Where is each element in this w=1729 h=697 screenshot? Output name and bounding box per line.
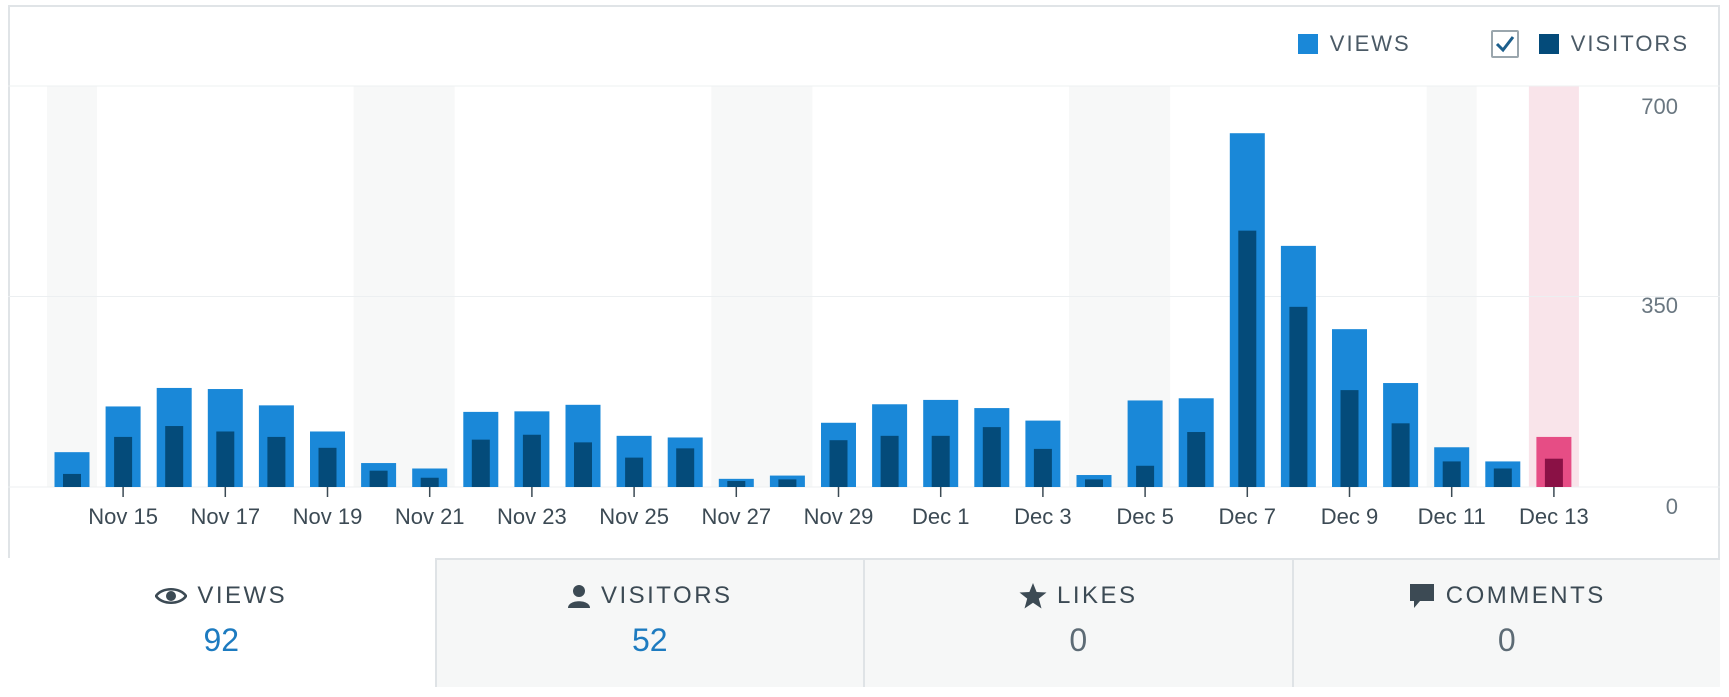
visitors-bar[interactable] [1544, 458, 1563, 487]
tab-visitors-label-row: VISITORS [567, 582, 733, 610]
tab-views-label-row: VIEWS [155, 582, 287, 610]
x-tick-label: Nov 25 [599, 504, 669, 529]
visitors-bar[interactable] [420, 477, 439, 487]
visitors-bar[interactable] [1085, 479, 1103, 487]
legend-views-label: VIEWS [1329, 31, 1411, 56]
chart-legend: VIEWS VISITORS [1297, 30, 1689, 58]
visitors-bar[interactable] [318, 447, 337, 487]
visitors-bar[interactable] [727, 481, 746, 487]
tab-comments-label: COMMENTS [1445, 582, 1606, 609]
tab-likes-label: LIKES [1056, 582, 1138, 609]
x-tick-label: Dec 11 [1418, 504, 1486, 529]
visitors-bar[interactable] [369, 470, 388, 487]
y-tick-label: 350 [1641, 293, 1678, 318]
tab-views-value: 92 [203, 622, 240, 658]
visitors-bar[interactable] [267, 436, 286, 487]
visitors-bar[interactable] [574, 442, 592, 487]
legend-visitors-label: VISITORS [1570, 31, 1689, 56]
checkmark-icon [1495, 36, 1514, 53]
x-tick-label: Dec 1 [912, 504, 969, 529]
visitors-bar[interactable] [165, 426, 184, 487]
x-tick-label: Nov 27 [701, 504, 771, 529]
visitors-checkbox[interactable] [1490, 30, 1519, 58]
visitors-bar[interactable] [625, 457, 644, 487]
x-tick-label: Nov 23 [497, 504, 567, 529]
x-tick-label: Nov 29 [804, 504, 874, 529]
weekend-band [47, 86, 97, 487]
tab-visitors-value: 52 [631, 622, 668, 658]
tab-visitors[interactable]: VISITORS 52 [434, 558, 863, 687]
visitors-bar[interactable] [982, 427, 1001, 487]
tab-visitors-label: VISITORS [600, 582, 733, 609]
selected-day-band [1528, 86, 1579, 487]
visitors-bar[interactable] [1340, 390, 1359, 487]
x-tick-label: Dec 13 [1519, 504, 1589, 529]
weekend-band [1426, 86, 1477, 487]
visitors-bar[interactable] [880, 435, 899, 487]
visitors-bar[interactable] [1442, 461, 1461, 487]
visitors-bar[interactable] [1187, 432, 1206, 487]
visitors-bar[interactable] [829, 440, 848, 487]
legend-visitors-swatch [1538, 34, 1559, 54]
x-tick-label: Nov 15 [88, 504, 158, 529]
y-tick-label: 700 [1641, 94, 1678, 119]
x-tick-label: Nov 17 [190, 504, 260, 529]
visitors-bar[interactable] [1493, 468, 1512, 487]
weekend-band [353, 86, 455, 487]
person-icon [567, 585, 590, 608]
x-tick-label: Dec 7 [1219, 504, 1276, 529]
tab-comments-label-row: COMMENTS [1408, 582, 1606, 610]
x-tick-label: Dec 3 [1014, 504, 1071, 529]
tab-comments[interactable]: COMMENTS 0 [1291, 558, 1720, 687]
x-tick-label: Dec 9 [1321, 504, 1378, 529]
x-tick-label: Dec 5 [1116, 504, 1173, 529]
visitors-bar[interactable] [216, 431, 235, 487]
x-tick-label: Nov 19 [293, 504, 363, 529]
eye-icon [155, 587, 188, 605]
star-icon [1019, 583, 1047, 609]
legend-views-swatch [1297, 34, 1318, 54]
visitors-bar[interactable] [1136, 465, 1155, 487]
tab-views-label: VIEWS [197, 582, 288, 609]
tab-views[interactable]: VIEWS 92 [8, 558, 435, 687]
visitors-bar[interactable] [1289, 306, 1308, 487]
legend-views[interactable]: VIEWS [1297, 31, 1411, 57]
tab-comments-value: 0 [1497, 622, 1516, 658]
weekend-band [711, 86, 813, 487]
x-tick-label: Nov 21 [395, 504, 465, 529]
visitors-bar[interactable] [114, 436, 133, 487]
visitors-bar[interactable] [1238, 230, 1257, 488]
tab-likes[interactable]: LIKES 0 [863, 558, 1292, 687]
tab-likes-label-row: LIKES [1019, 582, 1138, 610]
y-tick-label: 0 [1666, 494, 1678, 519]
tab-likes-value: 0 [1069, 622, 1088, 658]
visitors-bar[interactable] [522, 434, 541, 487]
visitors-bar[interactable] [931, 435, 950, 487]
stats-tabs: VIEWS 92 VISITORS 52 LIKES 0 COMMENTS 0 [8, 558, 1720, 687]
visitors-bar[interactable] [676, 448, 695, 487]
visitors-bar[interactable] [778, 479, 797, 487]
visitors-bar[interactable] [1391, 423, 1410, 487]
visitors-bar[interactable] [1033, 448, 1052, 487]
legend-visitors[interactable]: VISITORS [1538, 31, 1689, 57]
visitors-bar[interactable] [63, 473, 81, 487]
visitors-bar[interactable] [471, 439, 490, 487]
comment-icon [1409, 584, 1434, 608]
